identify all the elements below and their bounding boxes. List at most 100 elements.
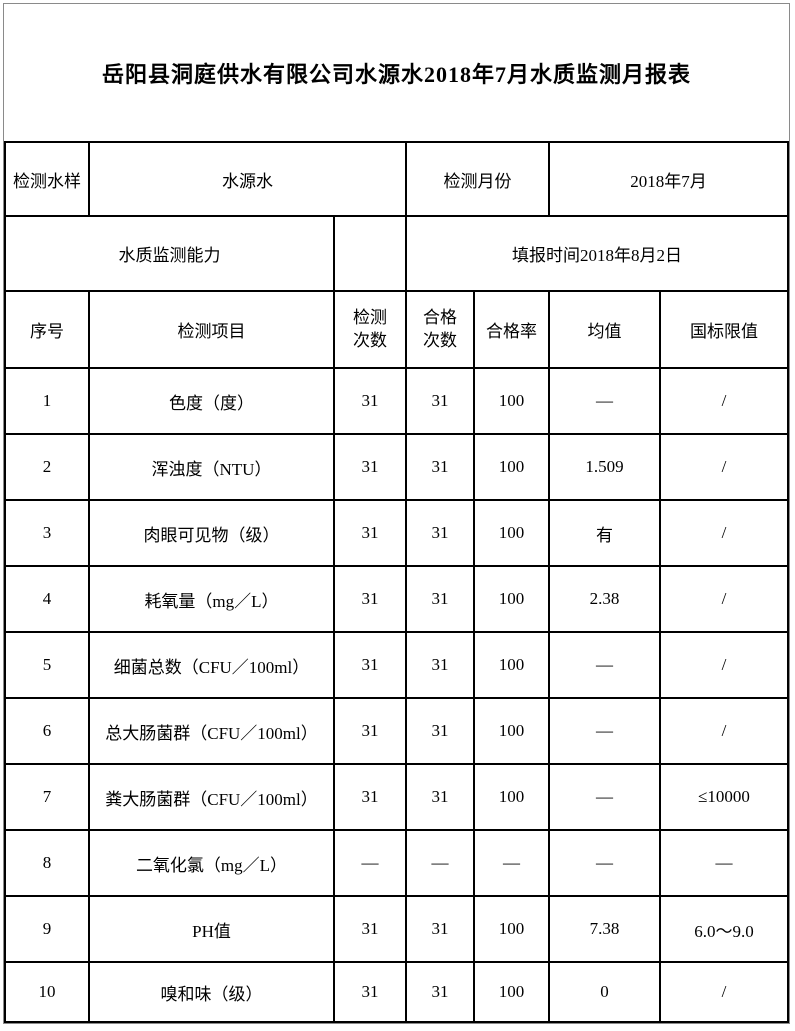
table-row: 5 细菌总数（CFU／100ml） 31 31 100 — / — [4, 631, 789, 699]
cell-tests: 31 — [333, 499, 407, 567]
cell-serial: 5 — [4, 631, 90, 699]
cell-item: 二氧化氯（mg／L） — [88, 829, 335, 897]
header-passes-line2: 次数 — [423, 330, 457, 350]
cell-rate: 100 — [473, 763, 550, 831]
table-row: 2 浑浊度（NTU） 31 31 100 1.509 / — [4, 433, 789, 501]
cell-rate: 100 — [473, 631, 550, 699]
table-row: 8 二氧化氯（mg／L） — — — — — — [4, 829, 789, 897]
cell-rate: 100 — [473, 895, 550, 963]
cell-tests: 31 — [333, 565, 407, 633]
cell-rate: 100 — [473, 565, 550, 633]
cell-mean: 0 — [548, 961, 661, 1023]
cell-tests: 31 — [333, 367, 407, 435]
header-limit: 国标限值 — [659, 290, 789, 369]
cell-passes: 31 — [405, 367, 475, 435]
cell-passes: — — [405, 829, 475, 897]
cell-item: 细菌总数（CFU／100ml） — [88, 631, 335, 699]
sample-value-cell: 水源水 — [88, 141, 407, 217]
cell-passes: 31 — [405, 697, 475, 765]
header-rate: 合格率 — [473, 290, 550, 369]
cell-limit: ≤10000 — [659, 763, 789, 831]
cell-rate: 100 — [473, 697, 550, 765]
cell-mean: — — [548, 763, 661, 831]
cell-item: 肉眼可见物（级） — [88, 499, 335, 567]
cell-tests: — — [333, 829, 407, 897]
cell-limit: / — [659, 433, 789, 501]
cell-limit: / — [659, 565, 789, 633]
header-tests: 检测 次数 — [333, 290, 407, 369]
cell-item: 嗅和味（级） — [88, 961, 335, 1023]
cell-tests: 31 — [333, 763, 407, 831]
cell-limit: / — [659, 961, 789, 1023]
cell-serial: 10 — [4, 961, 90, 1023]
cell-serial: 4 — [4, 565, 90, 633]
cell-mean: 有 — [548, 499, 661, 567]
cell-mean: 7.38 — [548, 895, 661, 963]
cell-serial: 7 — [4, 763, 90, 831]
cell-limit: — — [659, 829, 789, 897]
table-row: 6 总大肠菌群（CFU／100ml） 31 31 100 — / — [4, 697, 789, 765]
table-row: 10 嗅和味（级） 31 31 100 0 / — [4, 961, 789, 1023]
title-box: 岳阳县洞庭供水有限公司水源水2018年7月水质监测月报表 — [4, 4, 789, 141]
cell-mean: 1.509 — [548, 433, 661, 501]
header-mean: 均值 — [548, 290, 661, 369]
cell-item: 色度（度） — [88, 367, 335, 435]
header-passes: 合格 次数 — [405, 290, 475, 369]
cell-item: 耗氧量（mg／L） — [88, 565, 335, 633]
cell-rate: 100 — [473, 433, 550, 501]
page-title: 岳阳县洞庭供水有限公司水源水2018年7月水质监测月报表 — [101, 61, 691, 87]
table-row: 1 色度（度） 31 31 100 — / — [4, 367, 789, 435]
report-time-cell: 填报时间2018年8月2日 — [405, 215, 789, 292]
cell-passes: 31 — [405, 961, 475, 1023]
report-sheet: 岳阳县洞庭供水有限公司水源水2018年7月水质监测月报表 检测水样 水源水 检测… — [3, 3, 790, 1024]
cell-tests: 31 — [333, 895, 407, 963]
cell-item: 浑浊度（NTU） — [88, 433, 335, 501]
header-item: 检测项目 — [88, 290, 335, 369]
cell-limit: / — [659, 499, 789, 567]
header-passes-line1: 合格 — [423, 307, 457, 327]
cell-mean: — — [548, 367, 661, 435]
cell-passes: 31 — [405, 631, 475, 699]
cell-serial: 8 — [4, 829, 90, 897]
cell-rate: 100 — [473, 499, 550, 567]
table-row: 9 PH值 31 31 100 7.38 6.0～9.0 — [4, 895, 789, 963]
cell-mean: — — [548, 631, 661, 699]
table-row: 3 肉眼可见物（级） 31 31 100 有 / — [4, 499, 789, 567]
cell-mean: 2.38 — [548, 565, 661, 633]
cell-serial: 6 — [4, 697, 90, 765]
header-row: 序号 检测项目 检测 次数 合格 次数 合格率 均值 国标限值 — [4, 290, 789, 369]
cell-rate: — — [473, 829, 550, 897]
report-table: 检测水样 水源水 检测月份 2018年7月 水质监测能力 填报时间2018年8月… — [4, 141, 789, 1023]
cell-tests: 31 — [333, 697, 407, 765]
cell-passes: 31 — [405, 565, 475, 633]
cell-limit: / — [659, 697, 789, 765]
cell-item: 总大肠菌群（CFU／100ml） — [88, 697, 335, 765]
cell-tests: 31 — [333, 961, 407, 1023]
capability-spacer-cell — [333, 215, 407, 292]
cell-tests: 31 — [333, 433, 407, 501]
header-tests-line2: 次数 — [353, 330, 387, 350]
month-label-cell: 检测月份 — [405, 141, 550, 217]
cell-rate: 100 — [473, 961, 550, 1023]
capability-label-cell: 水质监测能力 — [4, 215, 335, 292]
cell-limit: / — [659, 631, 789, 699]
sample-label-cell: 检测水样 — [4, 141, 90, 217]
cell-item: PH值 — [88, 895, 335, 963]
cell-serial: 1 — [4, 367, 90, 435]
month-value-cell: 2018年7月 — [548, 141, 789, 217]
cell-mean: — — [548, 697, 661, 765]
cell-passes: 31 — [405, 499, 475, 567]
cell-item: 粪大肠菌群（CFU／100ml） — [88, 763, 335, 831]
header-serial: 序号 — [4, 290, 90, 369]
table-row: 7 粪大肠菌群（CFU／100ml） 31 31 100 — ≤10000 — [4, 763, 789, 831]
cell-rate: 100 — [473, 367, 550, 435]
cell-limit: / — [659, 367, 789, 435]
cell-limit: 6.0～9.0 — [659, 895, 789, 963]
cell-serial: 2 — [4, 433, 90, 501]
info-row-capability: 水质监测能力 填报时间2018年8月2日 — [4, 215, 789, 292]
cell-serial: 9 — [4, 895, 90, 963]
table-row: 4 耗氧量（mg／L） 31 31 100 2.38 / — [4, 565, 789, 633]
cell-serial: 3 — [4, 499, 90, 567]
header-tests-line1: 检测 — [353, 307, 387, 327]
cell-mean: — — [548, 829, 661, 897]
